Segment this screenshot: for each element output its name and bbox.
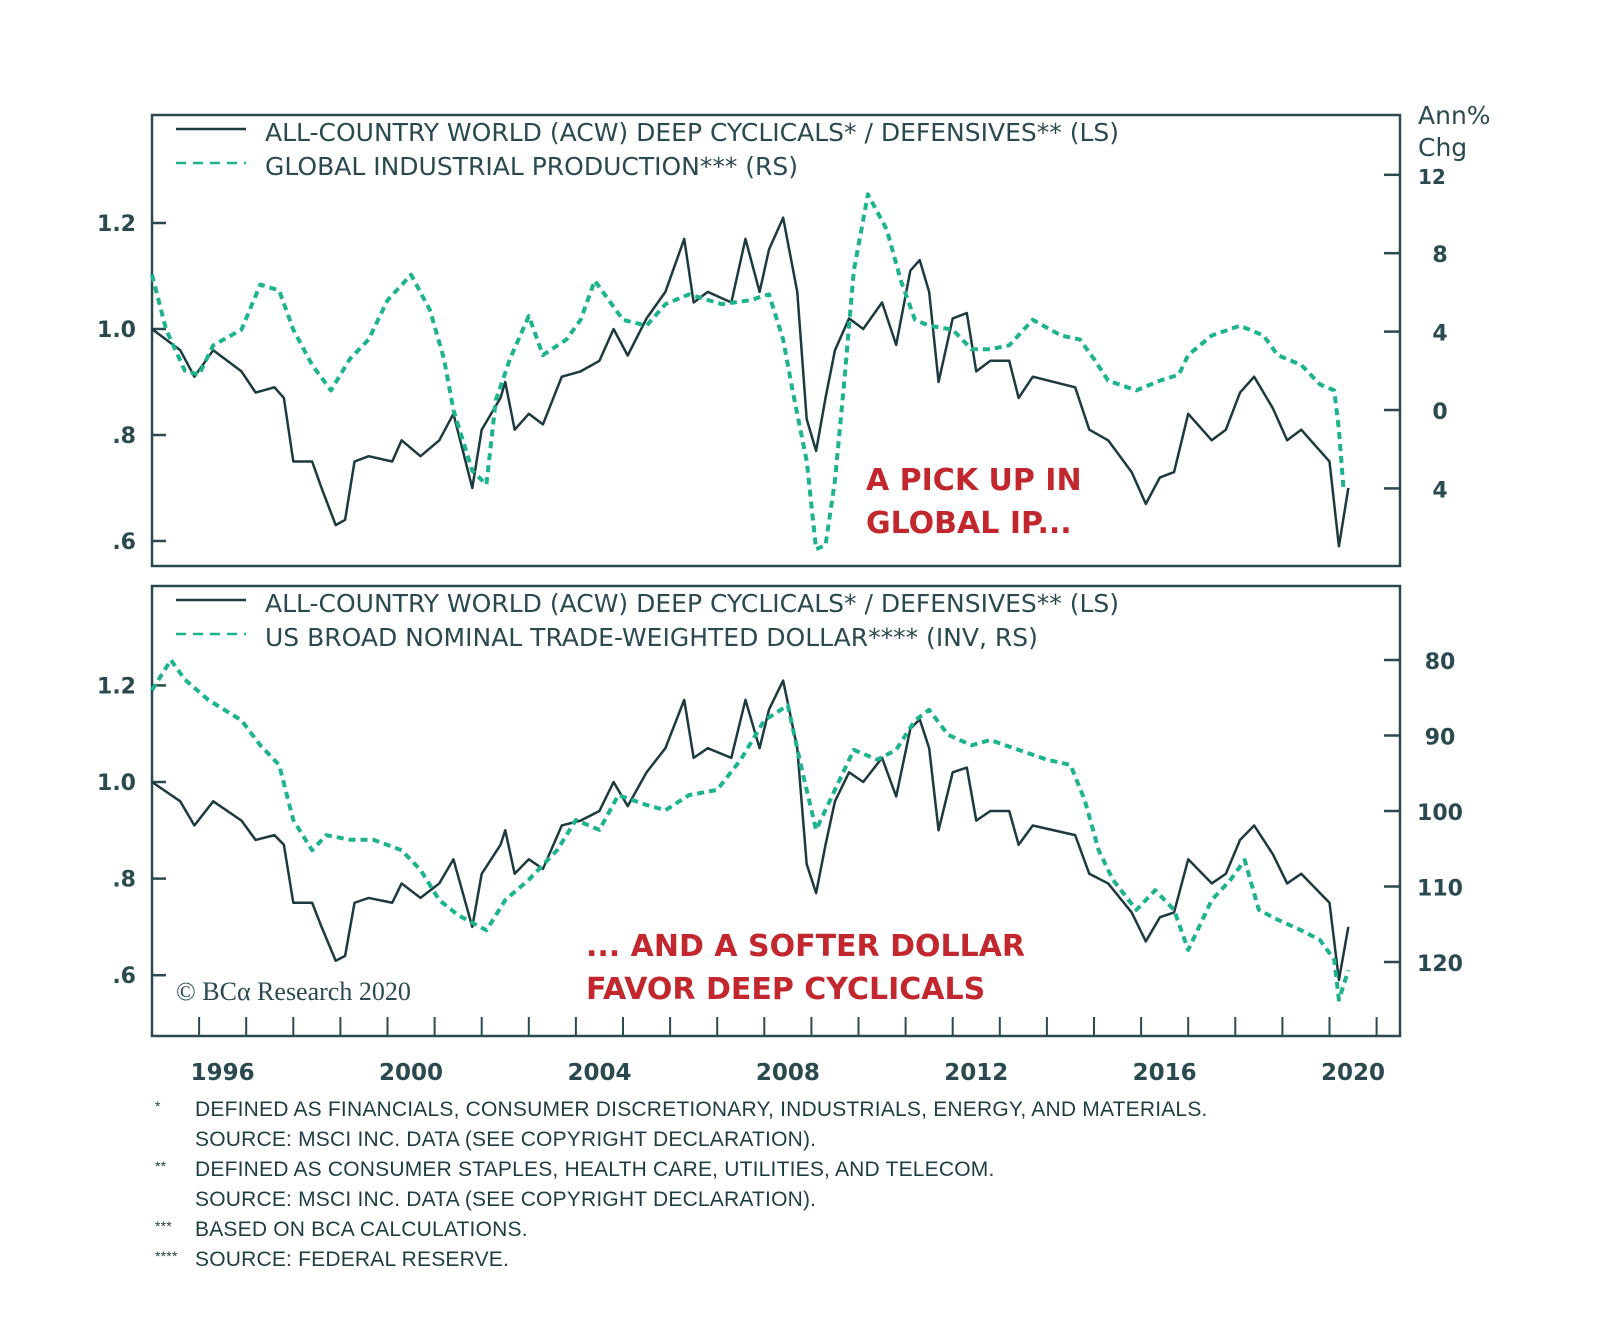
plot-frame [150,113,1402,568]
right-axis-title: Ann% [1418,101,1491,130]
footnote-text: DEFINED AS CONSUMER STAPLES, HEALTH CARE… [195,1158,995,1181]
left-tick-label: .8 [112,424,136,449]
right-tick-label: 110 [1417,877,1463,902]
right-tick-label: 80 [1425,650,1456,675]
footnote-marker: ** [155,1158,167,1174]
x-tick-label: 2020 [1321,1060,1385,1086]
right-tick-label: 8 [1432,243,1447,268]
green-series-line [150,192,1346,552]
footnote-line: SOURCE: MSCI INC. DATA (SEE COPYRIGHT DE… [155,1188,816,1212]
annotation-text: FAVOR DEEP CYCLICALS [586,972,985,1007]
left-tick-label: 1.0 [97,771,136,796]
footnote-text: SOURCE: FEDERAL RESERVE. [195,1248,510,1271]
left-tick-label: 1.0 [97,318,136,343]
legend-entry: ALL-COUNTRY WORLD (ACW) DEEP CYCLICALS* … [265,589,1119,618]
annotation-text: ... AND A SOFTER DOLLAR [586,929,1025,964]
right-tick-label: 120 [1417,952,1463,977]
x-tick-label: 2008 [756,1060,820,1086]
footnote-marker: **** [155,1248,178,1264]
footnote-line: *** BASED ON BCA CALCULATIONS. [155,1218,528,1242]
x-tick-label: 2004 [567,1060,631,1086]
footnote-line: * DEFINED AS FINANCIALS, CONSUMER DISCRET… [155,1098,1208,1122]
footnote-line: ** DEFINED AS CONSUMER STAPLES, HEALTH CA… [155,1158,995,1182]
chart-svg: 1.2 1.0 .8 .6 12 8 4 0 4 Ann% Chg ALL-COUNTRY WORLD… [97,101,1491,1086]
right-tick-label: 100 [1417,801,1463,826]
legend-entry: GLOBAL INDUSTRIAL PRODUCTION*** (RS) [265,152,798,181]
footnote-line: SOURCE: MSCI INC. DATA (SEE COPYRIGHT DE… [155,1128,816,1152]
annotation-text: A PICK UP IN [866,463,1082,498]
right-tick-label: 4 [1432,478,1447,503]
right-tick-label: 0 [1432,400,1447,425]
ratio-series-line [151,679,1350,982]
left-tick-label: .8 [112,868,136,893]
x-tick-label: 2000 [379,1060,443,1086]
x-tick-label: 2016 [1133,1060,1197,1086]
right-tick-label: 12 [1418,165,1446,189]
x-tick-label: 2012 [944,1060,1008,1086]
ratio-series-line [151,216,1350,548]
footnote-marker: *** [155,1218,172,1234]
right-tick-label: 4 [1432,322,1447,347]
x-tick-label: 1996 [191,1060,255,1086]
footnote-text: SOURCE: MSCI INC. DATA (SEE COPYRIGHT DE… [195,1128,817,1151]
footnote-marker: * [155,1098,161,1114]
plot-frame [150,584,1402,1038]
footnote-line: **** SOURCE: FEDERAL RESERVE. [155,1248,509,1272]
right-axis-title: Chg [1418,133,1467,162]
left-tick-label: .6 [112,530,136,555]
footnote-text: BASED ON BCA CALCULATIONS. [195,1218,528,1241]
left-tick-label: .6 [112,964,136,989]
left-tick-label: 1.2 [97,674,136,699]
annotation-text: GLOBAL IP... [866,506,1072,541]
green-series-line [150,658,1351,1002]
copyright-text: © BCα Research 2020 [176,977,411,1006]
legend-entry: ALL-COUNTRY WORLD (ACW) DEEP CYCLICALS* … [265,118,1119,147]
footnote-text: SOURCE: MSCI INC. DATA (SEE COPYRIGHT DE… [195,1188,817,1211]
right-tick-label: 90 [1425,726,1456,751]
footnote-text: DEFINED AS FINANCIALS, CONSUMER DISCRETI… [195,1098,1208,1121]
legend-entry: US BROAD NOMINAL TRADE-WEIGHTED DOLLAR**… [265,623,1038,652]
left-tick-label: 1.2 [97,212,136,237]
